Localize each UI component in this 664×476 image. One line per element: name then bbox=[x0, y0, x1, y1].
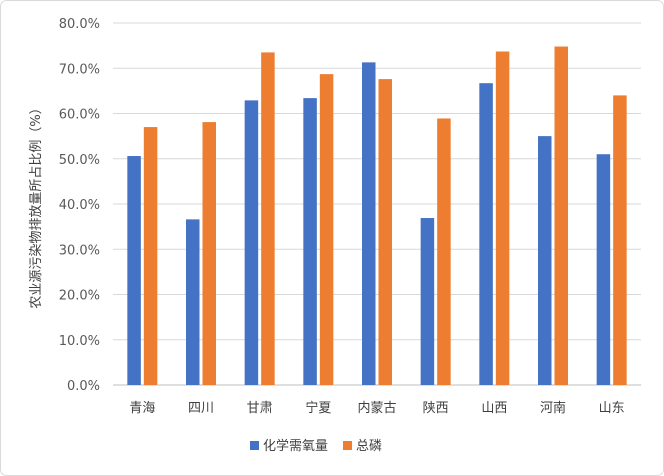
bar-tp-4 bbox=[378, 79, 392, 386]
bar-tp-5 bbox=[437, 118, 451, 385]
x-tick-label: 宁夏 bbox=[305, 400, 331, 416]
x-tick-label: 内蒙古 bbox=[357, 400, 396, 416]
x-tick-label: 四川 bbox=[188, 401, 214, 416]
bar-cod-8 bbox=[596, 154, 611, 385]
y-tick-label: 0.0% bbox=[67, 379, 100, 394]
bar-tp-7 bbox=[554, 46, 568, 385]
x-tick-label: 山东 bbox=[599, 401, 625, 416]
y-tick-label: 40.0% bbox=[59, 198, 100, 213]
legend-label-0: 化学需氧量 bbox=[263, 438, 328, 454]
y-tick-label: 50.0% bbox=[59, 153, 100, 168]
bar-tp-8 bbox=[613, 95, 627, 386]
bar-tp-6 bbox=[495, 51, 510, 385]
x-tick-label: 河南 bbox=[540, 400, 566, 416]
bar-cod-5 bbox=[420, 218, 435, 385]
bar-tp-3 bbox=[319, 74, 334, 385]
legend-label-1: 总磷 bbox=[356, 439, 382, 454]
bar-cod-6 bbox=[479, 83, 493, 386]
bar-cod-7 bbox=[538, 136, 552, 385]
bar-cod-2 bbox=[244, 100, 259, 385]
bar-tp-0 bbox=[143, 127, 158, 385]
y-axis-label: 农业源污染物排放量所占比例（%） bbox=[29, 101, 44, 308]
bar-tp-1 bbox=[202, 122, 216, 385]
x-tick-label: 甘肃 bbox=[247, 401, 273, 416]
y-tick-label: 30.0% bbox=[59, 243, 100, 258]
x-tick-label: 山西 bbox=[481, 401, 507, 416]
legend-swatch-1 bbox=[343, 441, 352, 450]
bar-cod-1 bbox=[186, 219, 200, 385]
bar-tp-2 bbox=[261, 52, 275, 385]
y-tick-label: 60.0% bbox=[59, 108, 100, 123]
x-tick-label: 陕西 bbox=[423, 401, 449, 416]
y-tick-label: 10.0% bbox=[59, 334, 100, 349]
y-tick-label: 70.0% bbox=[59, 62, 100, 77]
y-tick-label: 80.0% bbox=[59, 17, 100, 32]
x-tick-label: 青海 bbox=[129, 401, 155, 416]
y-tick-label: 20.0% bbox=[59, 289, 100, 304]
bar-cod-4 bbox=[362, 62, 376, 386]
bar-cod-0 bbox=[127, 156, 141, 385]
legend-swatch-0 bbox=[250, 441, 259, 450]
bar-cod-3 bbox=[303, 98, 317, 386]
